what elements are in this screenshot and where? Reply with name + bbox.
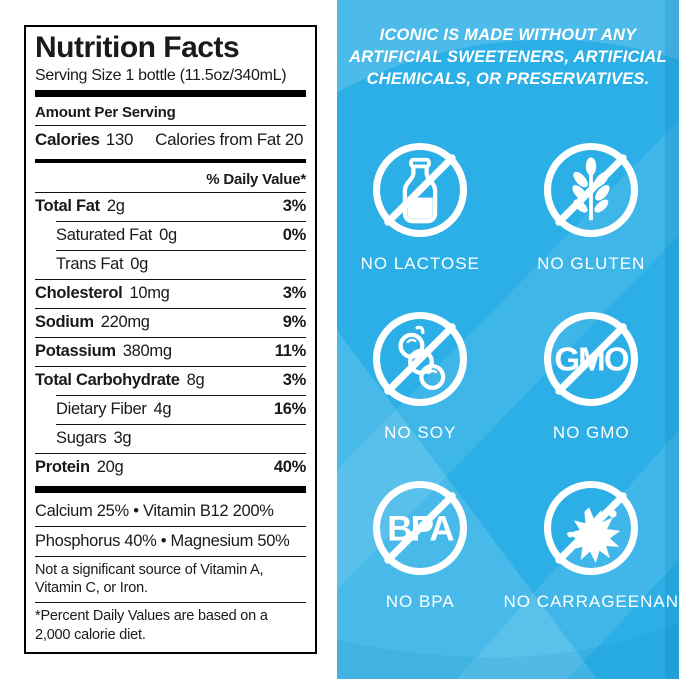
gmo-circle-icon: GMO <box>544 311 639 407</box>
badge-no-gluten: NO GLUTEN <box>503 138 679 274</box>
nutrient-name: Cholesterol <box>35 284 123 302</box>
nutrient-row-trans-fat: Trans Fat 0g <box>56 249 306 279</box>
nutrient-amount: 10mg <box>129 284 170 302</box>
daily-value-footnote: *Percent Daily Values are based on a 2,0… <box>35 602 306 649</box>
calories-from-fat: Calories from Fat 20 <box>155 129 304 149</box>
badge-label: NO GLUTEN <box>537 254 646 273</box>
badge-no-carrageenan: NO CARRAGEENAN <box>503 476 679 612</box>
panel-headline: ICONIC IS MADE WITHOUT ANY ARTIFICIAL SW… <box>337 24 679 90</box>
nutrient-dv: 3% <box>282 284 307 302</box>
headline-line-3: CHEMICALS, OR PRESERVATIVES. <box>366 70 650 89</box>
nutrient-dv: 0% <box>282 226 307 244</box>
nutrient-amount: 0g <box>130 255 149 273</box>
nutrient-dv: 3% <box>282 371 307 389</box>
nutrient-amount: 4g <box>153 400 172 418</box>
nutrient-dv: 11% <box>274 342 307 360</box>
headline-line-2: ARTIFICIAL SWEETENERS, ARTIFICIAL <box>349 48 667 67</box>
badge-no-bpa: BPA NO BPA <box>337 476 503 612</box>
nutrient-name: Sugars <box>56 429 107 447</box>
nutrient-name: Trans Fat <box>56 255 124 273</box>
mineral-line-phosphorus-magnesium: Phosphorus 40% • Magnesium 50% <box>35 525 306 556</box>
nutrient-row-saturated-fat: Saturated Fat 0g 0% <box>56 220 307 250</box>
nutrient-dv: 9% <box>282 313 307 331</box>
calories-label: Calories <box>35 129 100 149</box>
nutrient-row-sugars: Sugars 3g <box>56 423 306 453</box>
serving-size: Serving Size 1 bottle (11.5oz/340mL) <box>35 66 287 84</box>
nutrient-name: Total Carbohydrate <box>35 371 180 389</box>
nutrient-amount: 0g <box>159 226 177 244</box>
badge-no-lactose: NO LACTOSE <box>337 138 503 274</box>
badge-label: NO BPA <box>385 592 455 611</box>
nutrient-name: Saturated Fat <box>56 226 153 244</box>
divider-thick <box>35 485 306 493</box>
badge-label: NO CARRAGEENAN <box>503 592 679 611</box>
nutrient-amount: 3g <box>113 429 132 447</box>
nutrient-amount: 380mg <box>122 342 172 360</box>
calories-row: Calories 130 Calories from Fat 20 <box>35 126 306 155</box>
nutrient-row-potassium: Potassium 380mg 11% <box>35 336 307 366</box>
bpa-circle-icon: BPA <box>373 480 468 576</box>
nutrient-row-cholesterol: Cholesterol 10mg 3% <box>35 278 307 308</box>
splash-icon <box>544 480 639 576</box>
nutrient-name: Total Fat <box>35 197 100 215</box>
nutrient-amount: 220mg <box>100 313 150 331</box>
divider-thin <box>35 124 306 126</box>
badge-label: NO LACTOSE <box>360 254 480 273</box>
badge-label: NO GMO <box>552 423 630 442</box>
divider-thick <box>35 89 306 97</box>
amount-per-serving: Amount Per Serving <box>35 103 176 121</box>
nutrient-row-sodium: Sodium 220mg 9% <box>35 307 307 337</box>
nutrient-dv: 16% <box>273 400 306 418</box>
nutrition-facts-title: Nutrition Facts <box>35 31 240 64</box>
nutrient-row-dietary-fiber: Dietary Fiber 4g 16% <box>56 394 306 424</box>
soy-pod-icon <box>373 311 468 407</box>
daily-value-header: % Daily Value* <box>206 170 306 188</box>
badge-no-soy: NO SOY <box>337 307 503 443</box>
nutrient-dv: 40% <box>273 458 306 476</box>
nutrient-amount: 20g <box>96 458 124 476</box>
mineral-line-calcium-b12: Calcium 25% • Vitamin B12 200% <box>35 501 274 520</box>
nutrient-amount: 2g <box>106 197 125 215</box>
nutrient-amount: 8g <box>186 371 205 389</box>
badge-label: NO SOY <box>384 423 457 442</box>
nutrient-name: Sodium <box>35 313 94 331</box>
calories-value: 130 <box>105 129 134 149</box>
not-significant-note: Not a significant source of Vitamin A, V… <box>35 555 306 603</box>
milk-bottle-icon <box>373 142 468 238</box>
nutrient-name: Dietary Fiber <box>56 400 147 418</box>
nutrient-dv: 3% <box>282 197 307 215</box>
nutrient-name: Potassium <box>35 342 116 360</box>
badge-grid: NO LACTOSE NO GLUTEN <box>337 138 679 612</box>
badge-no-gmo: GMO NO GMO <box>503 307 679 443</box>
divider-medium <box>35 158 306 163</box>
nutrition-facts-label: Nutrition Facts Serving Size 1 bottle (1… <box>24 25 317 654</box>
nutrient-row-total-fat: Total Fat 2g 3% <box>35 191 307 221</box>
nutrient-row-total-carbohydrate: Total Carbohydrate 8g 3% <box>35 365 307 395</box>
headline-line-1: ICONIC IS MADE WITHOUT ANY <box>379 26 637 44</box>
nutrient-row-protein: Protein 20g 40% <box>35 452 306 482</box>
nutrient-name: Protein <box>35 458 90 476</box>
right-panel: ICONIC IS MADE WITHOUT ANY ARTIFICIAL SW… <box>337 0 679 679</box>
wheat-icon <box>544 142 639 238</box>
